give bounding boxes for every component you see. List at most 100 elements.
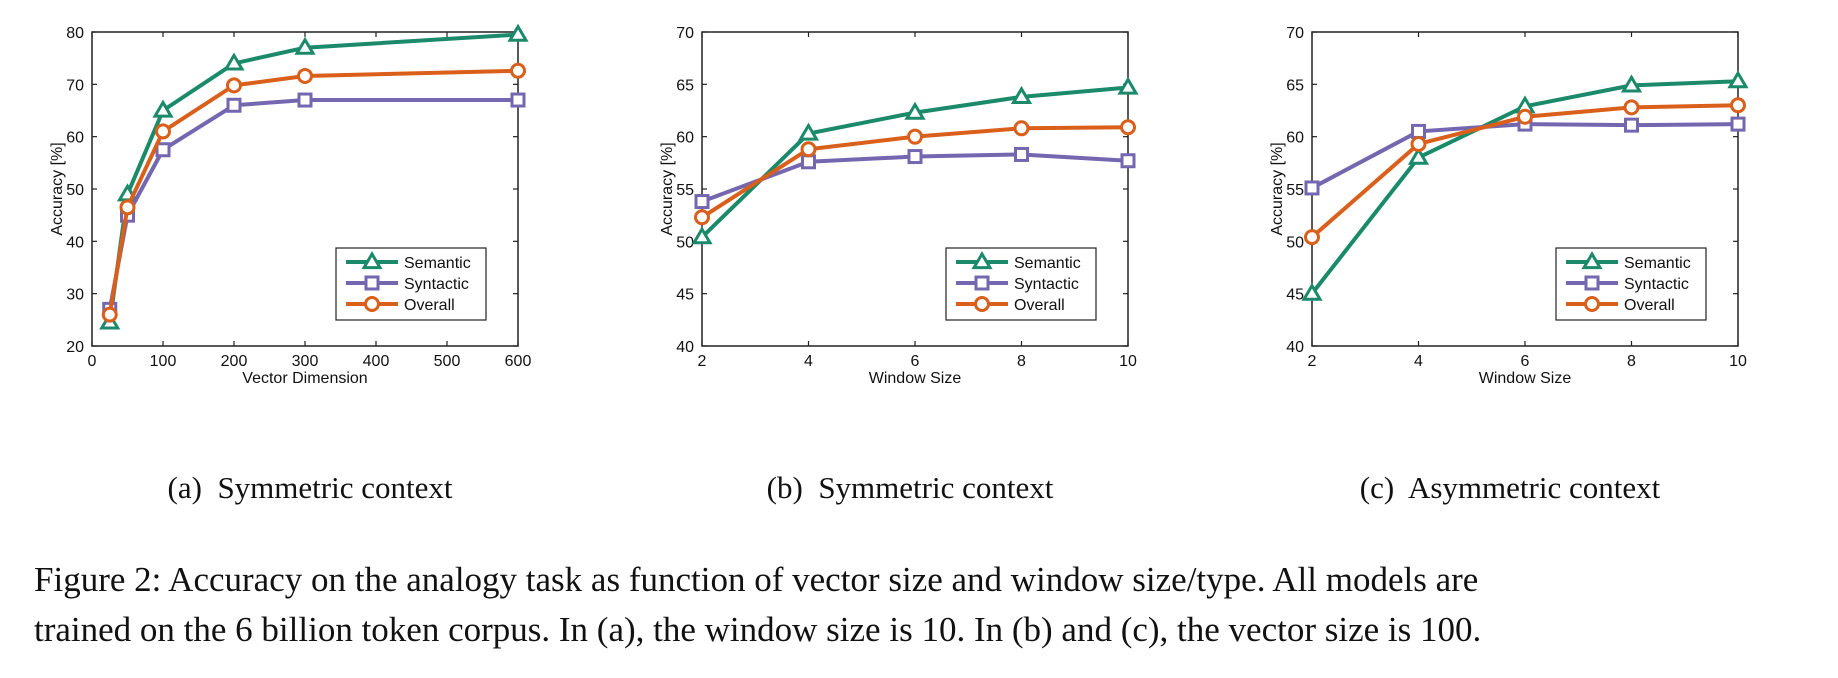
x-tick-label-b-0: 2	[698, 353, 707, 370]
x-tick-label-c-2: 6	[1521, 353, 1530, 370]
y-tick-label-a-3: 50	[66, 182, 84, 199]
data-point-b-semantic-1	[797, 122, 820, 141]
data-point-a-overall-4	[297, 67, 313, 84]
y-tick-label-c-4: 60	[1286, 130, 1304, 147]
legend-label-b-syntactic: Syntactic	[1014, 276, 1079, 293]
y-tick-label-c-1: 45	[1286, 287, 1304, 304]
data-point-c-semantic-3	[1620, 74, 1643, 93]
data-point-b-syntactic-4	[1120, 153, 1136, 169]
legend-label-c-syntactic: Syntactic	[1624, 276, 1689, 293]
y-tick-label-b-3: 55	[676, 182, 694, 199]
data-point-a-syntactic-2	[155, 142, 171, 158]
data-point-c-semantic-1	[1407, 146, 1430, 165]
chart-panel-c: 2 4 6 8 10 40 45 50 55 60 65 70 Window Size Accuracy …	[1269, 25, 1749, 387]
data-point-b-overall-2	[907, 128, 923, 145]
data-point-c-overall-2	[1517, 108, 1533, 125]
series-b-overall	[694, 119, 1136, 226]
legend-label-a-overall: Overall	[404, 297, 455, 314]
legend-marker-b-semantic	[971, 251, 993, 270]
data-point-b-semantic-0	[691, 226, 713, 245]
y-tick-label-b-6: 70	[676, 25, 694, 42]
data-point-a-semantic-4	[294, 36, 316, 55]
y-axis-label-a: Accuracy [%]	[49, 142, 66, 235]
x-tick-label-a-1: 100	[150, 353, 177, 370]
legend-marker-c-syntactic	[1584, 275, 1600, 291]
y-tick-label-b-2: 50	[676, 234, 694, 251]
data-point-b-overall-4	[1120, 119, 1136, 136]
data-point-b-overall-0	[694, 209, 710, 226]
series-a-overall	[101, 62, 526, 323]
data-point-c-semantic-0	[1301, 282, 1323, 301]
data-point-a-syntactic-4	[297, 92, 313, 108]
subcaption-a-text: Symmetric context	[217, 470, 453, 505]
y-tick-label-a-6: 80	[66, 25, 84, 42]
series-c-overall	[1304, 97, 1746, 246]
data-point-a-overall-0	[101, 306, 118, 323]
subcaption-b-text: Symmetric context	[818, 470, 1054, 505]
data-point-b-overall-1	[800, 141, 817, 158]
data-point-a-overall-3	[226, 77, 242, 94]
data-point-b-semantic-2	[904, 101, 926, 120]
legend-label-a-semantic: Semantic	[404, 255, 471, 272]
legend-label-b-overall: Overall	[1014, 297, 1065, 314]
data-point-b-syntactic-1	[801, 154, 816, 170]
legend-label-c-overall: Overall	[1624, 297, 1675, 314]
x-tick-label-b-1: 4	[804, 353, 813, 370]
data-point-c-overall-4	[1730, 97, 1746, 114]
y-tick-label-b-0: 40	[676, 339, 694, 356]
x-tick-label-a-5: 500	[434, 353, 461, 370]
data-point-c-overall-3	[1623, 99, 1640, 116]
data-point-c-syntactic-3	[1624, 117, 1639, 133]
legend-marker-a-overall	[364, 296, 380, 312]
data-point-b-overall-3	[1013, 120, 1030, 137]
data-point-c-syntactic-0	[1304, 180, 1320, 196]
subcaption-b: (b) Symmetric context	[700, 470, 1120, 520]
legend-label-c-semantic: Semantic	[1624, 255, 1691, 272]
data-point-a-semantic-5	[507, 23, 529, 42]
data-point-a-syntactic-5	[510, 92, 526, 108]
subcaption-c-text: Asymmetric context	[1407, 470, 1661, 505]
y-tick-label-c-5: 65	[1286, 77, 1304, 94]
series-line-c-syntactic	[1311, 122, 1739, 190]
legend-marker-a-syntactic	[364, 275, 380, 291]
data-point-a-overall-1	[119, 199, 136, 216]
series-b-semantic	[691, 76, 1139, 245]
x-tick-label-c-3: 8	[1627, 353, 1636, 370]
y-tick-label-a-0: 20	[66, 339, 84, 356]
x-axis-label-c: Window Size	[1479, 370, 1572, 387]
x-tick-label-a-2: 200	[221, 353, 248, 370]
legend-c: Semantic Syntactic Overall	[1555, 247, 1707, 321]
x-tick-label-a-0: 0	[88, 353, 97, 370]
legend-a: Semantic Syntactic Overall	[335, 247, 487, 321]
legend-marker-c-overall	[1584, 296, 1600, 312]
y-tick-label-a-4: 60	[66, 130, 84, 147]
data-point-c-syntactic-1	[1411, 123, 1426, 139]
figure-caption-line-2: trained on the 6 billion token corpus. I…	[34, 610, 1482, 649]
series-c-semantic	[1301, 70, 1749, 301]
x-tick-label-b-4: 10	[1119, 353, 1137, 370]
legend-marker-c-semantic	[1581, 251, 1603, 270]
x-axis-label-b: Window Size	[869, 370, 962, 387]
y-tick-label-b-5: 65	[676, 77, 694, 94]
y-axis-label-b: Accuracy [%]	[659, 142, 676, 235]
subcaption-a-label: (a)	[167, 470, 202, 505]
data-point-a-semantic-2	[152, 99, 174, 118]
x-tick-label-a-3: 300	[292, 353, 319, 370]
data-point-c-overall-1	[1410, 135, 1427, 152]
x-tick-label-a-6: 600	[505, 353, 532, 370]
x-axis-label-a: Vector Dimension	[242, 370, 367, 387]
y-axis-label-c: Accuracy [%]	[1269, 142, 1286, 235]
legend-label-b-semantic: Semantic	[1014, 255, 1081, 272]
y-tick-label-b-1: 45	[676, 287, 694, 304]
subcaption-b-label: (b)	[766, 470, 803, 505]
y-tick-label-a-2: 40	[66, 234, 84, 251]
y-tick-label-c-6: 70	[1286, 25, 1304, 42]
data-point-a-overall-2	[155, 123, 171, 140]
data-point-b-semantic-3	[1010, 85, 1033, 104]
series-line-a-overall	[107, 68, 519, 315]
subcaption-c-label: (c)	[1359, 470, 1395, 505]
data-point-c-syntactic-4	[1730, 116, 1746, 132]
data-point-c-semantic-4	[1727, 70, 1749, 89]
x-tick-label-b-3: 8	[1017, 353, 1026, 370]
